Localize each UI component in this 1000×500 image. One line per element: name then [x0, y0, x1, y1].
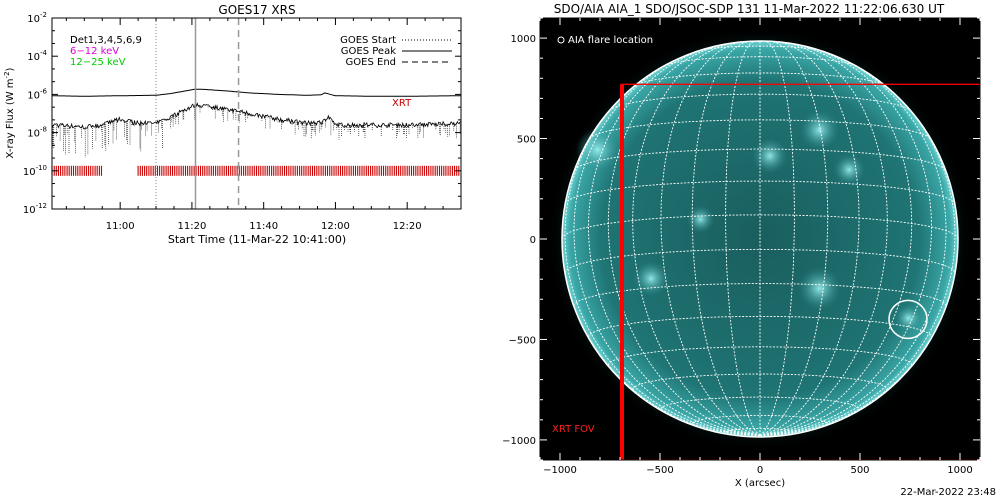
longitude-gridline — [588, 44, 761, 436]
goes-short-channel-curve — [51, 102, 462, 130]
longitude-gridline — [632, 41, 761, 436]
goes-chart-title: GOES17 XRS — [218, 3, 295, 17]
longitude-gridline — [573, 51, 761, 436]
goes-plot-frame — [51, 17, 462, 210]
longitude-gridline — [564, 77, 761, 436]
active-region-glow — [797, 266, 842, 311]
goes-xrs-chart: GOES17 XRS 10-2 10-4 10-6 10-8 10-10 10-12 11… — [3, 3, 462, 246]
latitude-gridline — [564, 248, 956, 274]
goes-y-tick-label: 10-2 — [27, 11, 47, 25]
aia-y-tick-label: 1000 — [511, 34, 536, 45]
goes-short-channel-dropouts — [52, 105, 461, 158]
aia-image-area — [540, 18, 980, 460]
goes-x-tick-label: 11:20 — [178, 221, 207, 232]
xrt-coverage-ticks — [51, 165, 460, 176]
xrt-series-label: XRT — [392, 98, 412, 109]
goes-y-tick-label: 10-10 — [23, 164, 47, 178]
goes-long-channel-curve — [51, 88, 462, 97]
band-12-25-kev-label: 12−25 keV — [70, 57, 126, 68]
xrt-fov-label: XRT FOV — [552, 424, 595, 435]
aia-x-tick-label: 1000 — [947, 465, 972, 476]
aia-chart-title: SDO/AIA AIA_1 SDO/JSOC-SDP 131 11-Mar-20… — [554, 2, 945, 16]
heliographic-grid — [561, 40, 959, 438]
detector-labels: D Det1,3,4,5,6,9 6−12 keV 12−25 keV — [70, 35, 142, 68]
aia-y-tick-label: 500 — [517, 135, 536, 146]
longitude-gridline — [759, 43, 913, 436]
longitude-gridline — [660, 41, 761, 436]
active-region-glow — [633, 260, 670, 297]
aia-annotations — [620, 83, 980, 460]
aia-x-axis-label: X (arcsec) — [735, 478, 785, 489]
aia-solar-image-chart: SDO/AIA AIA_1 SDO/JSOC-SDP 131 11-Mar-20… — [502, 2, 981, 489]
aia-y-tick-label: 0 — [530, 235, 536, 246]
longitude-gridline — [759, 40, 829, 436]
goes-y-tick-label: 10-4 — [27, 49, 47, 63]
active-region-glow — [833, 153, 866, 186]
goes-y-tick-label: 10-6 — [27, 87, 47, 101]
goes-plot-area — [51, 18, 462, 209]
longitude-gridline — [759, 51, 947, 436]
longitude-gridline — [759, 238, 959, 436]
detector-label-overlap: D — [70, 35, 78, 46]
aia-y-tick-label: −500 — [509, 335, 536, 346]
aia-x-tick-label: 0 — [757, 465, 763, 476]
goes-y-tick-label: 10-8 — [27, 126, 47, 140]
aia-x-tick-label: −500 — [646, 465, 673, 476]
latitude-gridline — [634, 72, 886, 87]
goes-event-lines — [155, 18, 240, 209]
goes-curves — [51, 88, 462, 158]
longitude-gridline — [759, 41, 860, 436]
goes-y-axis-label: X-ray Flux (W m-2) — [3, 67, 16, 158]
active-region-glow — [799, 110, 840, 151]
flare-location-marker — [888, 299, 928, 340]
aia-x-tick-label: −1000 — [543, 465, 577, 476]
goes-y-axis: 10-2 10-4 10-6 10-8 10-10 10-12 — [23, 11, 461, 216]
band-6-12-kev-label: 6−12 keV — [70, 46, 119, 57]
solar-limb — [561, 40, 959, 438]
goes-x-tick-label: 11:40 — [249, 221, 278, 232]
plot-timestamp: 22-Mar-2022 23:48 — [900, 487, 996, 498]
legend-goes-start-label: GOES Start — [340, 35, 396, 46]
goes-x-axis-label: Start Time (11-Mar-22 10:41:00) — [168, 233, 346, 246]
goes-x-tick-label: 12:00 — [321, 221, 350, 232]
aia-flare-legend: AIA flare location — [557, 35, 653, 46]
longitude-gridline — [691, 40, 761, 436]
goes-y-tick-label: 10-12 — [23, 202, 47, 216]
active-region-glow — [686, 205, 715, 234]
aia-y-tick-label: −1000 — [502, 436, 536, 447]
longitude-gridline — [759, 40, 795, 436]
active-region-glow — [751, 137, 788, 174]
aia-axes: −1000 −500 0 500 1000 1000 500 0 −500 −1000 — [502, 17, 981, 476]
longitude-gridline — [759, 41, 888, 436]
goes-x-tick-label: 11:00 — [106, 221, 135, 232]
longitude-gridline — [607, 43, 761, 436]
legend-goes-end-label: GOES End — [346, 57, 396, 68]
flare-location-legend-icon — [557, 36, 565, 44]
legend-goes-peak-label: GOES Peak — [341, 46, 396, 57]
flare-location-legend-label: AIA flare location — [568, 35, 653, 46]
detector-list-label: Det1,3,4,5,6,9 — [70, 35, 142, 46]
latitude-gridline — [564, 180, 956, 205]
goes-legend: GOES Start GOES Peak GOES End — [340, 35, 452, 68]
goes-x-tick-label: 12:20 — [393, 221, 422, 232]
aia-x-tick-label: 500 — [850, 465, 869, 476]
goes-x-axis: 11:00 11:20 11:40 12:00 12:20 — [65, 18, 462, 232]
latitude-gridline — [561, 214, 959, 240]
longitude-gridline — [759, 44, 932, 436]
active-region-glow — [894, 304, 923, 333]
longitude-gridline — [725, 40, 761, 436]
longitude-gridline — [759, 77, 956, 436]
